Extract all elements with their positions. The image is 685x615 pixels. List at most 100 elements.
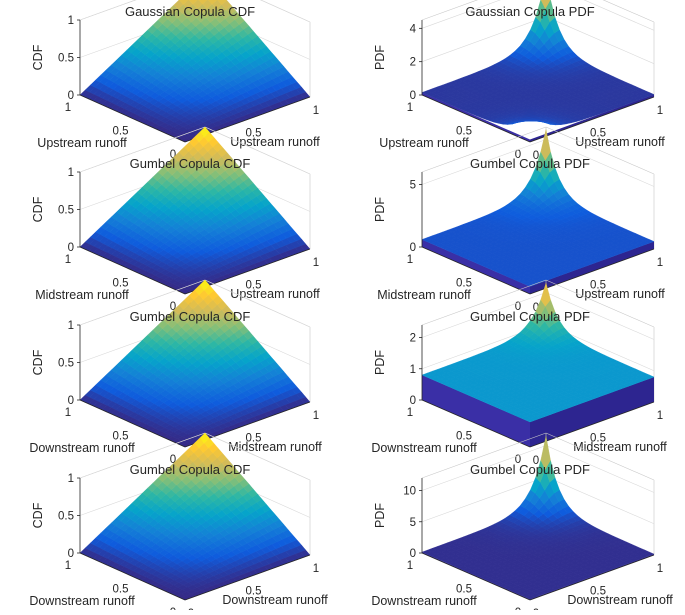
x-tick-label: 0.5 bbox=[590, 128, 606, 140]
y-axis-label: Downstream runoff bbox=[29, 594, 135, 608]
z-gridline-right bbox=[545, 139, 655, 187]
z-tick-label: 0.5 bbox=[58, 358, 74, 370]
z-axis-label: CDF bbox=[31, 44, 45, 70]
y-tick-label: 0.5 bbox=[113, 278, 129, 290]
z-tick-label: 0 bbox=[410, 242, 416, 254]
x-tick-label: 1 bbox=[657, 563, 663, 575]
y-axis-label: Upstream runoff bbox=[37, 136, 127, 150]
z-tick-label: 2 bbox=[410, 57, 416, 69]
back-top-edge-left bbox=[421, 279, 547, 326]
chart-title: Gumbel Copula PDF bbox=[470, 462, 590, 477]
pdf-block-side-right bbox=[530, 241, 654, 294]
z-axis-label: PDF bbox=[373, 197, 387, 222]
y-tick-label: 1 bbox=[65, 407, 71, 419]
y-axis-label: Midstream runoff bbox=[377, 288, 471, 302]
y-tick-label: 0.5 bbox=[456, 431, 472, 443]
x-axis-label: Upstream runoff bbox=[230, 135, 320, 149]
back-top-edge-right bbox=[545, 126, 655, 175]
surface-facet bbox=[188, 0, 198, 5]
y-tick-label: 0 bbox=[170, 301, 176, 313]
surface bbox=[79, 0, 311, 143]
surface bbox=[79, 432, 311, 601]
surface-facet bbox=[540, 129, 551, 161]
surface-facet bbox=[198, 0, 208, 5]
x-axis-label: Midstream runoff bbox=[573, 440, 667, 454]
x-tick-label: 0 bbox=[533, 302, 539, 314]
surface-facet bbox=[199, 279, 210, 291]
x-tick-label: 0.5 bbox=[246, 433, 262, 445]
z-tick-label: 1 bbox=[68, 320, 74, 332]
z-gridline-right bbox=[204, 432, 311, 481]
y-axis-line bbox=[79, 399, 186, 448]
pdf-block-side-left bbox=[422, 92, 530, 142]
pdf-block-side-left bbox=[422, 239, 530, 294]
y-tick-label: 0 bbox=[515, 454, 521, 466]
z-tick-label: 0.5 bbox=[58, 205, 74, 217]
y-tick-label: 0 bbox=[515, 149, 521, 161]
z-tick-label: 0.5 bbox=[58, 511, 74, 523]
x-tick-label: 1 bbox=[313, 410, 319, 422]
z-axis-label: CDF bbox=[31, 196, 45, 222]
x-tick-label: 0 bbox=[533, 150, 539, 162]
y-axis-line bbox=[421, 246, 531, 295]
y-tick-label: 0.5 bbox=[113, 126, 129, 138]
surface-facet bbox=[217, 0, 228, 6]
y-tick-label: 0.5 bbox=[456, 584, 472, 596]
y-tick-label: 0 bbox=[515, 301, 521, 313]
z-gridline-left bbox=[79, 279, 206, 326]
pdf-block-side-right bbox=[530, 94, 654, 142]
z-tick-label: 4 bbox=[410, 23, 417, 35]
chart-title: Gaussian Copula CDF bbox=[125, 4, 255, 19]
x-tick-label: 0.5 bbox=[590, 433, 606, 445]
chart-title: Gumbel Copula CDF bbox=[130, 156, 251, 171]
z-tick-label: 0 bbox=[68, 548, 74, 560]
z-axis-label: PDF bbox=[373, 350, 387, 375]
z-gridline-right bbox=[260, 0, 311, 23]
x-tick-label: 1 bbox=[657, 410, 663, 422]
y-axis-label: Downstream runoff bbox=[371, 441, 477, 455]
surface bbox=[79, 126, 311, 295]
back-top-edge-left bbox=[421, 432, 547, 479]
chart-title: Gumbel Copula PDF bbox=[470, 156, 590, 171]
surface bbox=[79, 279, 311, 448]
x-axis-label: Downstream runoff bbox=[567, 593, 673, 607]
z-tick-label: 5 bbox=[410, 180, 416, 192]
pdf-block-side-left bbox=[422, 375, 530, 447]
x-tick-label: 1 bbox=[313, 563, 319, 575]
z-tick-label: 10 bbox=[403, 486, 416, 498]
z-gridline-left bbox=[79, 0, 137, 21]
back-top-edge-left bbox=[421, 126, 547, 173]
z-tick-label: 1 bbox=[68, 15, 74, 27]
z-axis-label: CDF bbox=[31, 502, 45, 528]
chart-title: Gaussian Copula PDF bbox=[465, 4, 594, 19]
y-tick-label: 0.5 bbox=[456, 278, 472, 290]
x-axis-label: Midstream runoff bbox=[228, 440, 322, 454]
x-tick-label: 0.5 bbox=[590, 280, 606, 292]
z-gridline-right bbox=[583, 0, 655, 31]
y-axis-line bbox=[79, 94, 186, 143]
z-tick-label: 0 bbox=[410, 90, 416, 102]
y-axis-label: Midstream runoff bbox=[35, 288, 129, 302]
z-gridline-left bbox=[79, 126, 206, 173]
y-axis-label: Upstream runoff bbox=[379, 136, 469, 150]
pdf-block-side-right bbox=[530, 377, 654, 447]
y-tick-label: 1 bbox=[65, 560, 71, 572]
chart-title: Gumbel Copula CDF bbox=[130, 309, 251, 324]
surface-facet bbox=[199, 432, 210, 444]
x-axis-line bbox=[529, 96, 655, 143]
x-tick-label: 1 bbox=[313, 257, 319, 269]
x-tick-label: 0.5 bbox=[246, 280, 262, 292]
z-tick-label: 0 bbox=[68, 242, 74, 254]
x-axis-label: Downstream runoff bbox=[222, 593, 328, 607]
surface-facet bbox=[540, 0, 551, 10]
z-tick-label: 2 bbox=[410, 333, 416, 345]
y-tick-label: 0.5 bbox=[456, 126, 472, 138]
z-tick-label: 5 bbox=[410, 517, 416, 529]
